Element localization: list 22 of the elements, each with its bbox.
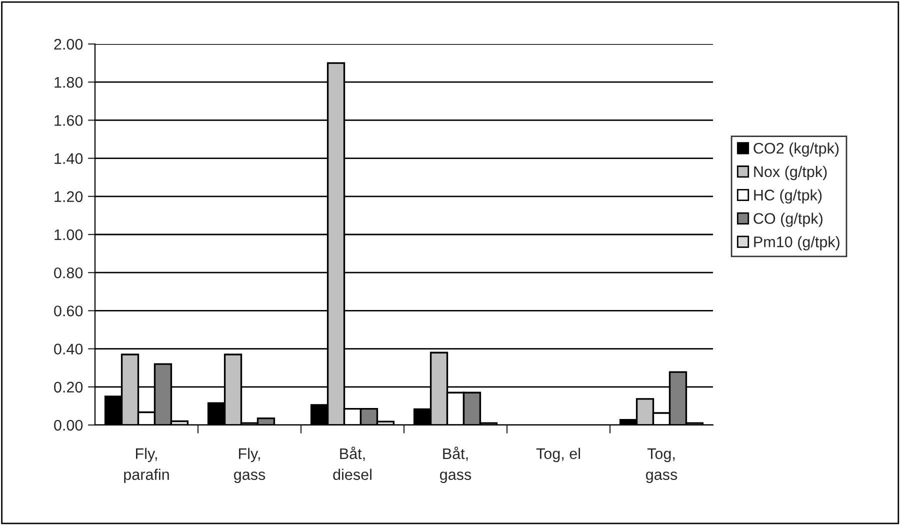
x-tick-label: Fly, parafin <box>124 448 169 483</box>
x-tick-label: Tog, gass <box>646 448 678 483</box>
legend-label: Pm10 (g/tpk) <box>754 236 840 250</box>
legend-label: CO2 (kg/tpk) <box>754 142 839 157</box>
y-tick-label: 1.80 <box>54 76 83 88</box>
y-tick-label: 1.40 <box>54 153 83 164</box>
x-tick-label: Fly, gass <box>234 448 266 483</box>
y-tick-label: 0.60 <box>54 306 83 316</box>
y-tick-label: 0.80 <box>54 267 83 278</box>
x-tick-label: Tog, el <box>536 448 580 462</box>
x-tick-label: Båt, diesel <box>333 446 372 480</box>
y-tick-label: 1.00 <box>54 229 83 240</box>
y-tick-label: 0.20 <box>54 382 83 393</box>
y-tick-label: 2.00 <box>54 38 83 50</box>
legend-label: CO (g/tpk) <box>754 212 822 227</box>
x-tick-label: Båt, gass <box>440 446 472 484</box>
y-tick-label: 0.40 <box>54 344 83 354</box>
y-tick-label: 0.00 <box>54 420 83 431</box>
y-tick-label: 1.60 <box>54 115 83 126</box>
y-tick-label: 1.20 <box>54 191 83 202</box>
legend-label: Nox (g/tpk) <box>754 166 827 180</box>
legend-label: HC (g/tpk) <box>754 189 822 204</box>
